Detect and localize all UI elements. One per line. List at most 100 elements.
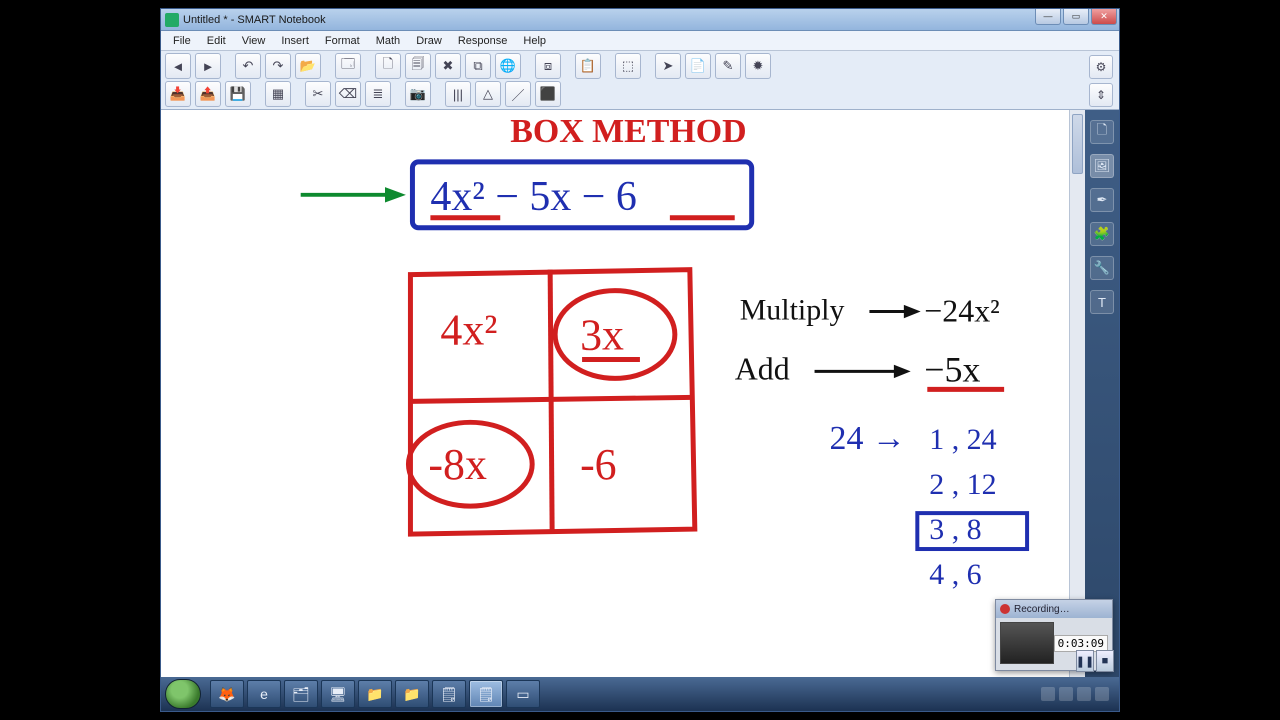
box-br: -6 xyxy=(580,441,617,489)
menu-insert[interactable]: Insert xyxy=(273,33,317,49)
toolbar-button[interactable]: ▦ xyxy=(265,81,291,107)
toolbar-button[interactable]: ⧈ xyxy=(535,53,561,79)
taskbar-app-button[interactable]: 🦊 xyxy=(210,680,244,708)
toolbar-button[interactable]: 📷 xyxy=(405,81,431,107)
factor-pair-1: 2 , 12 xyxy=(929,468,996,501)
menu-math[interactable]: Math xyxy=(368,33,408,49)
menu-format[interactable]: Format xyxy=(317,33,368,49)
main-area: BOX METHOD 4x² − 5x − 6 xyxy=(161,110,1119,711)
toolbar-button[interactable]: 🗋 xyxy=(375,53,401,79)
whiteboard-canvas[interactable]: BOX METHOD 4x² − 5x − 6 xyxy=(161,110,1069,711)
toolbar-button[interactable]: 📥 xyxy=(165,81,191,107)
side-attach-icon[interactable]: ✒ xyxy=(1090,188,1114,212)
toolbar-button[interactable]: 🗐 xyxy=(405,53,431,79)
green-arrow-icon xyxy=(301,188,405,202)
add-value: −5x xyxy=(924,349,980,389)
toolbar-button[interactable]: ► xyxy=(195,53,221,79)
toolbar-button[interactable]: ⧉ xyxy=(465,53,491,79)
toolbar-move-button[interactable]: ⇕ xyxy=(1089,83,1113,107)
toolbar-button[interactable]: △ xyxy=(475,81,501,107)
toolbar-button[interactable]: ／ xyxy=(505,81,531,107)
recorder-preview xyxy=(1000,622,1054,664)
app-icon xyxy=(165,13,179,27)
tray-icon[interactable] xyxy=(1041,687,1055,701)
taskbar: 🦊e🗂🖥📁📁🗒🗒▭ xyxy=(161,677,1119,711)
record-dot-icon xyxy=(1000,604,1010,614)
toolbar-button[interactable]: 📄 xyxy=(685,53,711,79)
toolbar-button[interactable]: ✖ xyxy=(435,53,461,79)
system-tray[interactable] xyxy=(1041,687,1115,701)
tray-icon[interactable] xyxy=(1059,687,1073,701)
toolbar-button[interactable]: 💾 xyxy=(225,81,251,107)
side-pages-icon[interactable]: 🗋 xyxy=(1090,120,1114,144)
taskbar-app-button[interactable]: 📁 xyxy=(395,680,429,708)
menu-file[interactable]: File xyxy=(165,33,199,49)
close-button[interactable]: ✕ xyxy=(1091,9,1117,25)
menu-response[interactable]: Response xyxy=(450,33,516,49)
toolbar-button[interactable]: ◄ xyxy=(165,53,191,79)
side-text-icon[interactable]: T xyxy=(1090,290,1114,314)
toolbar-button[interactable]: ✎ xyxy=(715,53,741,79)
menu-help[interactable]: Help xyxy=(515,33,554,49)
scrollbar-thumb[interactable] xyxy=(1072,114,1083,174)
factor-pair-3: 4 , 6 xyxy=(929,558,981,591)
arrow-right-icon xyxy=(815,365,910,377)
side-addons-icon[interactable]: 🧩 xyxy=(1090,222,1114,246)
menu-edit[interactable]: Edit xyxy=(199,33,234,49)
factor-pair-0: 1 , 24 xyxy=(929,423,996,456)
hand-title: BOX METHOD xyxy=(510,113,746,150)
menu-draw[interactable]: Draw xyxy=(408,33,450,49)
screen-recorder-widget[interactable]: Recording… 0:03:09 ❚❚ ■ xyxy=(995,599,1113,671)
toolbar-button[interactable]: 📤 xyxy=(195,81,221,107)
toolbar-button[interactable]: 🌐 xyxy=(495,53,521,79)
toolbar-button[interactable]: ↶ xyxy=(235,53,261,79)
toolbar-button[interactable]: ✹ xyxy=(745,53,771,79)
recorder-time: 0:03:09 xyxy=(1054,635,1108,652)
toolbar-button[interactable]: 🗔 xyxy=(335,53,361,79)
maximize-button[interactable]: ▭ xyxy=(1063,9,1089,25)
box-bl: -8x xyxy=(428,441,487,489)
start-button[interactable] xyxy=(165,679,201,709)
toolbar: ◄► ↶↷📂 🗔 🗋🗐✖⧉🌐 ⧈ 📋 ⬚ ➤📄✎✹ 📥📤💾 ▦ ✂⌫≣ 📷 |||△／⬛ ⚙ ⇕ xyxy=(161,51,1119,110)
menubar: File Edit View Insert Format Math Draw R… xyxy=(161,31,1119,51)
toolbar-button[interactable]: ≣ xyxy=(365,81,391,107)
handwriting-svg: BOX METHOD 4x² − 5x − 6 xyxy=(161,110,1069,669)
multiply-label: Multiply xyxy=(740,294,845,327)
window-title: Untitled * - SMART Notebook xyxy=(183,14,326,26)
factor-pair-2: 3 , 8 xyxy=(929,513,981,546)
toolbar-button[interactable]: ↷ xyxy=(265,53,291,79)
recorder-stop-button[interactable]: ■ xyxy=(1096,650,1114,672)
multiply-value: −24x² xyxy=(924,294,999,329)
recorder-title: Recording… xyxy=(1014,604,1070,615)
box-tl: 4x² xyxy=(440,306,497,354)
toolbar-button[interactable]: ➤ xyxy=(655,53,681,79)
side-properties-icon[interactable]: 🔧 xyxy=(1090,256,1114,280)
toolbar-button[interactable]: ||| xyxy=(445,81,471,107)
toolbar-button[interactable]: ⌫ xyxy=(335,81,361,107)
side-gallery-icon[interactable]: 🖼 xyxy=(1090,154,1114,178)
minimize-button[interactable]: — xyxy=(1035,9,1061,25)
recorder-pause-button[interactable]: ❚❚ xyxy=(1076,650,1094,672)
taskbar-app-button[interactable]: ▭ xyxy=(506,680,540,708)
toolbar-button[interactable]: ✂ xyxy=(305,81,331,107)
taskbar-app-button[interactable]: 🗂 xyxy=(284,680,318,708)
titlebar: Untitled * - SMART Notebook — ▭ ✕ xyxy=(161,9,1119,31)
tray-icon[interactable] xyxy=(1095,687,1109,701)
toolbar-button[interactable]: 📋 xyxy=(575,53,601,79)
factor-start: 24 → xyxy=(830,420,906,457)
app-window: Untitled * - SMART Notebook — ▭ ✕ File E… xyxy=(160,8,1120,712)
hand-expression: 4x² − 5x − 6 xyxy=(430,174,636,220)
box-tr: 3x xyxy=(580,311,624,359)
toolbar-button[interactable]: ⬛ xyxy=(535,81,561,107)
menu-view[interactable]: View xyxy=(234,33,274,49)
taskbar-app-button[interactable]: 🖥 xyxy=(321,680,355,708)
arrow-right-icon xyxy=(869,306,919,318)
toolbar-settings-button[interactable]: ⚙ xyxy=(1089,55,1113,79)
toolbar-button[interactable]: 📂 xyxy=(295,53,321,79)
taskbar-app-button[interactable]: 🗒 xyxy=(432,680,466,708)
taskbar-app-button[interactable]: 🗒 xyxy=(469,680,503,708)
tray-icon[interactable] xyxy=(1077,687,1091,701)
toolbar-button[interactable]: ⬚ xyxy=(615,53,641,79)
taskbar-app-button[interactable]: 📁 xyxy=(358,680,392,708)
taskbar-app-button[interactable]: e xyxy=(247,680,281,708)
